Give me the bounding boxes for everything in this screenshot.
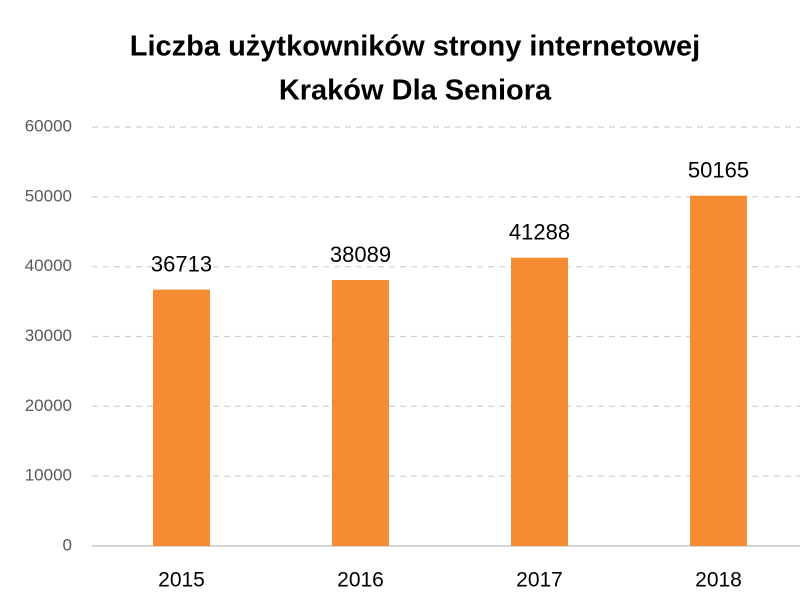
bar <box>153 289 210 546</box>
data-label: 41288 <box>509 219 570 244</box>
data-label: 38089 <box>330 242 391 267</box>
bar <box>690 195 747 546</box>
y-tick-label: 30000 <box>25 326 72 345</box>
y-tick-label: 40000 <box>25 256 72 275</box>
x-tick-label: 2016 <box>337 569 384 592</box>
x-tick-label: 2018 <box>695 569 742 592</box>
bar <box>332 280 389 546</box>
data-label: 50165 <box>688 157 749 182</box>
y-tick-label: 60000 <box>25 116 72 135</box>
x-tick-label: 2015 <box>158 569 205 592</box>
bar <box>511 257 568 546</box>
data-label: 36713 <box>151 251 212 276</box>
y-tick-label: 10000 <box>25 466 72 485</box>
y-tick-label: 50000 <box>25 186 72 205</box>
y-tick-label: 20000 <box>25 396 72 415</box>
x-tick-label: 2017 <box>516 569 563 592</box>
y-tick-label: 0 <box>63 535 72 554</box>
chart-title: Liczba użytkowników strony internetowej <box>130 31 700 63</box>
chart-title: Kraków Dla Seniora <box>279 75 552 107</box>
